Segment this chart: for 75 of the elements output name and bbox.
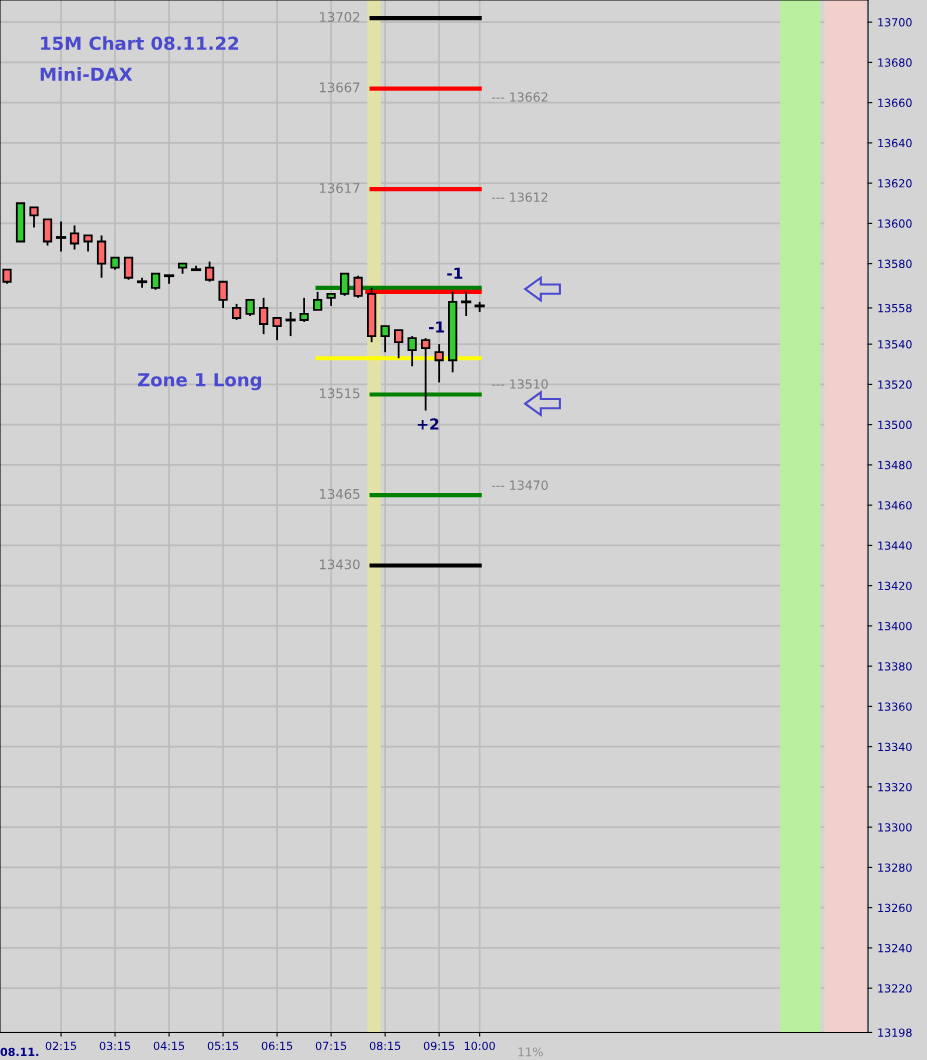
candlestick [299,296,309,323]
text: 15M Chart 08.11.22 [41,36,239,51]
x-tick-label: 07:15 [315,1041,347,1051]
y-tick-label: 13360 [878,702,912,711]
series-label: 13667 [320,82,360,93]
candlestick [340,272,350,297]
y-tick-label: 13320 [878,782,912,792]
annotation: +2 [417,418,439,430]
candlestick [258,296,269,335]
candlestick [96,234,107,279]
y-tick-label: 13600 [878,219,912,228]
y-tick-label: 13500 [878,420,912,430]
series-label: 13617 [320,183,360,194]
y-tick-label: 13460 [878,501,912,510]
candlestick [407,335,417,368]
y-tick-label: 13540 [878,340,912,349]
candlestick [163,274,175,285]
x-tick-label: 02:15 [45,1041,77,1051]
series-label: 13465 [320,488,360,499]
text: 08.11. [0,1047,39,1057]
y-tick-label: 13198 [878,1028,912,1037]
x-tick-label: 04:15 [153,1041,185,1051]
y-tick-label: 13580 [878,259,912,269]
candlestick [421,337,431,412]
candlestick [461,290,472,317]
candlestick [55,220,67,253]
x-tick-label: 06:15 [261,1041,293,1051]
y-tick-label: 13440 [878,541,912,550]
candlestick [204,260,215,283]
annotation: -1 [447,267,463,279]
candlestick [272,317,282,342]
y-tick-label: 13400 [878,621,912,631]
series-label: 13515 [320,388,360,399]
candlestick [285,311,296,338]
annotation: --- 13612 [491,192,548,202]
text: Mini-DAX [40,67,133,81]
y-tick-label: 13700 [878,18,912,27]
y-tick-label: 13280 [878,863,912,872]
x-tick-label: 10:00 [464,1041,495,1051]
candlestick [218,280,228,309]
series-label: 13430 [320,559,360,570]
candlestick [42,218,53,247]
candlestick [394,329,404,360]
x-tick-label: 05:15 [207,1041,239,1051]
candlestick [29,206,39,229]
y-tick-label: 13558 [878,303,912,313]
x-tick-label: 09:15 [423,1041,455,1051]
candlestick [312,290,323,311]
y-tick-label: 13660 [878,98,912,108]
y-tick-label: 13420 [878,581,912,591]
y-tick-label: 13300 [878,823,912,832]
y-tick-label: 13620 [878,179,912,188]
candlestick [69,224,80,251]
y-tick-label: 13220 [878,984,912,993]
series-label: 13702 [320,11,360,22]
annotation: -1 [428,321,445,333]
annotation: --- 13510 [491,379,548,389]
y-tick-label: 13680 [878,58,912,67]
candlestick [353,274,363,299]
y-tick-label: 13480 [878,460,912,470]
candlestick [380,325,390,354]
annotation: Zone 1 Long [137,373,262,391]
x-tick-label: 03:15 [99,1041,131,1051]
y-tick-label: 13340 [878,742,912,752]
y-tick-label: 13640 [878,138,912,148]
text: 11% [518,1047,543,1057]
candlestick [123,256,134,281]
y-tick-label: 13520 [878,380,912,389]
annotation: --- 13470 [491,480,548,490]
y-tick-label: 13380 [878,662,912,671]
x-tick-label: 08:15 [369,1041,401,1051]
annotation: --- 13662 [491,92,548,102]
candlestick [434,343,444,384]
y-tick-label: 13260 [878,903,912,913]
y-tick-label: 13240 [878,943,912,953]
